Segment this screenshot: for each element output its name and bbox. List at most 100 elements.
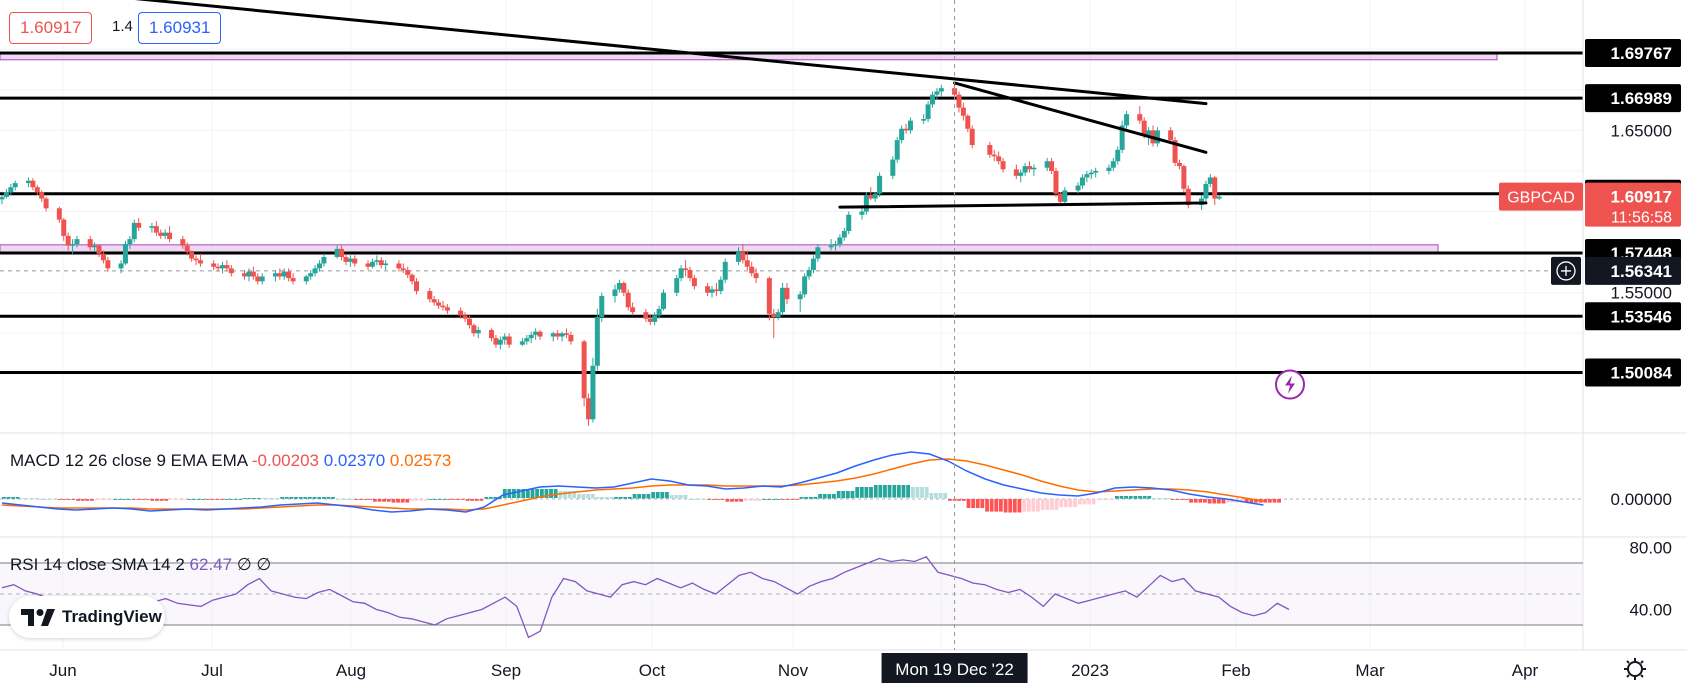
price-level-tag: [1585, 39, 1681, 67]
macd-histogram-bar: [294, 497, 298, 499]
candle-body: [502, 336, 508, 340]
macd-histogram-bar: [646, 494, 651, 499]
candle-body: [1057, 193, 1063, 202]
macd-histogram-bar: [1165, 498, 1170, 499]
candle-body: [220, 265, 225, 269]
macd-histogram-bar: [187, 499, 192, 500]
macd-histogram-bar: [1031, 499, 1036, 512]
crosshair-price-label: 1.56341: [1611, 262, 1672, 281]
macd-histogram-bar: [451, 499, 456, 500]
macd-histogram-bar: [368, 499, 373, 500]
candle-body: [43, 198, 49, 209]
candle-body: [524, 338, 530, 342]
candle-body: [705, 286, 711, 293]
candle-body: [960, 107, 966, 116]
macd-histogram-bar: [215, 499, 220, 500]
macd-histogram-bar: [428, 499, 433, 500]
macd-line: [1, 451, 1264, 513]
macd-histogram-bar: [873, 485, 878, 498]
candle-body: [25, 180, 31, 184]
macd-histogram-bar: [688, 499, 693, 500]
macd-histogram-bar: [669, 495, 674, 499]
macd-histogram-bar: [465, 499, 470, 501]
macd-histogram-bar: [373, 499, 377, 502]
candle-body: [691, 278, 697, 287]
macd-histogram-bar: [836, 491, 841, 499]
candle-body: [713, 289, 719, 292]
candle-body: [519, 341, 525, 345]
macd-histogram-bar: [1008, 499, 1013, 513]
macd-histogram-bar: [822, 494, 827, 499]
candle-body: [56, 208, 62, 220]
tradingview-logo[interactable]: TradingView: [9, 596, 165, 638]
macd-histogram-bar: [864, 487, 869, 498]
candle-body: [1018, 172, 1024, 176]
macd-histogram-bar: [679, 495, 683, 499]
candle-body: [34, 187, 40, 193]
candle-body: [568, 334, 574, 342]
candle-body: [1185, 188, 1191, 206]
macd-histogram-bar: [437, 499, 442, 500]
macd-histogram-bar: [312, 497, 317, 499]
candle-body: [259, 276, 265, 282]
macd-histogram-bar: [512, 489, 516, 498]
macd-histogram-bar: [1198, 499, 1203, 503]
candle-body: [127, 239, 133, 245]
macd-histogram-bar: [447, 499, 451, 500]
macd-histogram-bar: [113, 499, 118, 500]
macd-legend-part: MACD 12 26 close 9 EMA EMA: [10, 451, 252, 470]
macd-histogram-bar: [173, 499, 178, 500]
candle-body: [466, 318, 472, 326]
macd-histogram-bar: [1216, 499, 1221, 504]
macd-histogram-bar: [345, 499, 349, 500]
candle-body: [184, 245, 190, 253]
settings-gear-teeth-icon: [1624, 658, 1646, 680]
macd-histogram-bar: [1189, 499, 1193, 503]
candle-body: [1079, 177, 1085, 186]
macd-histogram-bar: [1147, 496, 1152, 499]
macd-histogram-bar: [488, 497, 493, 499]
macd-histogram-bar: [43, 499, 48, 500]
candle-body: [1084, 174, 1090, 178]
candle-body: [1176, 162, 1182, 167]
macd-histogram-bar: [484, 497, 489, 499]
price-axis-label: 1.55000: [1611, 284, 1672, 303]
countdown-label: 11:56:58: [1611, 210, 1672, 227]
candle-body: [674, 278, 680, 293]
candle-body: [934, 91, 940, 95]
candle-body: [661, 292, 666, 309]
rsi-legend-part: ∅: [237, 555, 257, 574]
candle-body: [228, 268, 234, 274]
trendline: [134, 0, 1208, 106]
candle-body: [1115, 149, 1121, 162]
macd-histogram-bar: [15, 497, 20, 499]
candle-body: [409, 274, 415, 282]
time-axis-label: 2023: [1071, 661, 1109, 680]
candle-body: [343, 256, 349, 262]
candle-body: [1013, 169, 1019, 176]
macd-histogram-bar: [326, 497, 331, 499]
horizontal-levels[interactable]: [0, 51, 1583, 374]
last-price-tag: [1585, 182, 1681, 227]
candle-body: [61, 219, 67, 236]
bid-chip[interactable]: 1.60917: [9, 12, 93, 44]
macd-histogram-bar: [855, 487, 860, 498]
macd-histogram-bar: [1096, 499, 1101, 500]
macd-histogram-bar: [883, 485, 887, 498]
candle-body: [74, 239, 80, 245]
candle-body: [189, 252, 195, 259]
macd-histogram-bar: [25, 498, 29, 499]
macd-histogram-bar: [581, 494, 586, 499]
candle-body: [158, 232, 164, 236]
candle-body: [965, 115, 971, 129]
macd-histogram-bar: [1156, 498, 1161, 499]
macd-histogram-bar: [85, 499, 90, 501]
crosshair-price-tag: [1585, 256, 1681, 285]
spread-value: 1.4: [112, 18, 133, 35]
ask-chip[interactable]: 1.60931: [138, 12, 222, 44]
trendlines[interactable]: [6, 0, 1208, 209]
macd-histogram-bar: [943, 493, 948, 499]
candle-body: [242, 273, 248, 277]
macd-histogram-bar: [206, 499, 210, 500]
